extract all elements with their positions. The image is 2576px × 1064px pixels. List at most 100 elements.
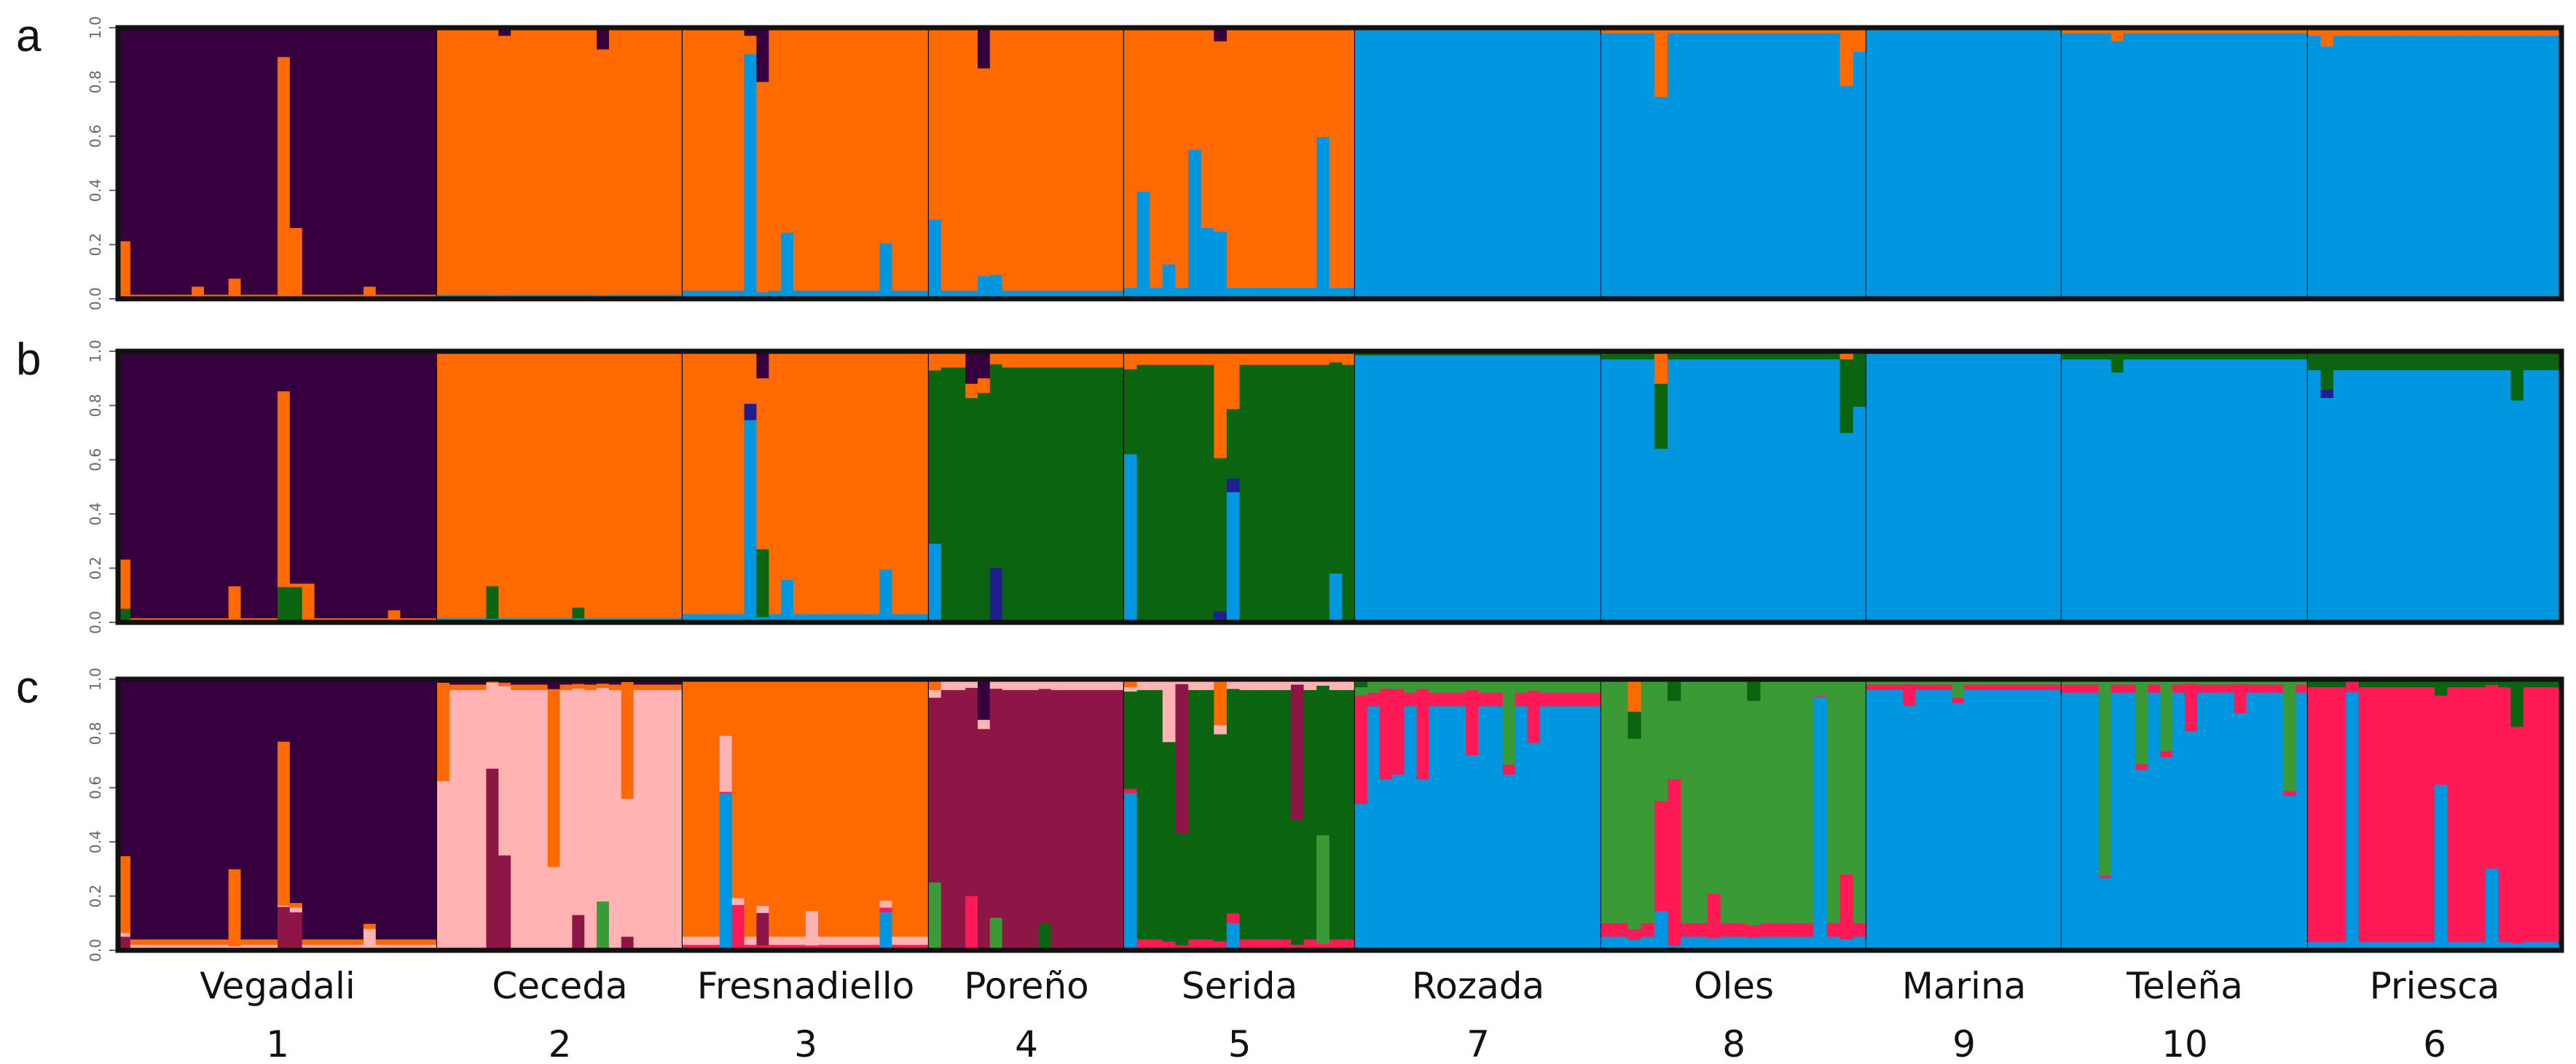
bar-segment-orange — [1329, 28, 1343, 289]
bar-segment-dkgreen — [1760, 351, 1775, 360]
bar-segment-blue — [1552, 355, 1565, 623]
bar-segment-red — [2037, 684, 2050, 691]
bar-segment-dkgreen — [2473, 351, 2486, 371]
bar-segment-pink — [1342, 679, 1356, 691]
bar-segment-pink — [339, 944, 352, 951]
bar-segment-red — [2409, 687, 2423, 943]
bar-segment-blue — [1589, 706, 1602, 951]
bar-segment-orange — [522, 28, 536, 295]
bar-segment-orange — [2548, 28, 2562, 36]
bar-segment-orange — [118, 559, 131, 609]
bar-segment-blue — [2459, 942, 2473, 951]
bar-segment-blue — [769, 290, 782, 300]
bar-segment-blue — [2123, 359, 2136, 623]
bar-segment-blue — [2160, 756, 2173, 951]
bar-segment-blue — [719, 614, 733, 623]
bar-segment-orange — [326, 939, 339, 945]
bar-segment-orange — [633, 684, 647, 691]
bar-segment-blue — [1939, 353, 1952, 623]
bar-segment-green — [2258, 679, 2271, 685]
bar-segment-purple — [142, 679, 156, 940]
bar-segment-orange — [719, 351, 733, 615]
bar-segment-blue — [1564, 355, 1577, 623]
bar-segment-red — [1760, 923, 1775, 937]
bar-segment-red — [2025, 684, 2038, 691]
bar-segment-orange — [461, 684, 475, 691]
bar-segment-orange — [1239, 351, 1253, 365]
bar-segment-dkgreen — [2422, 679, 2435, 688]
bar-segment-dkgreen — [289, 587, 303, 623]
bar-segment-orange — [2536, 28, 2550, 36]
bar-segment-maroon — [1087, 689, 1101, 951]
bar-segment-dkgreen — [1051, 367, 1064, 623]
bar-segment-dkgreen — [1316, 685, 1330, 836]
bar-segment-purple — [289, 679, 303, 904]
bar-segment-red — [892, 944, 905, 951]
bar-segment-purple — [216, 679, 229, 940]
bar-segment-orange — [216, 939, 229, 945]
bar-segment-dkgreen — [1188, 364, 1202, 623]
bar-segment-blue — [806, 614, 819, 623]
bar-segment-blue — [1502, 355, 1516, 623]
bar-segment-red — [1316, 944, 1330, 951]
bar-segment-orange — [633, 351, 647, 619]
bar-segment-blue — [1853, 936, 1867, 951]
bar-segment-purple — [400, 679, 413, 940]
bar-segment-blue — [2498, 36, 2511, 300]
bar-segment-blue — [1866, 30, 1880, 300]
bar-segment-red — [1601, 923, 1615, 937]
bar-segment-orange — [1038, 28, 1052, 292]
bar-segment-pink — [522, 689, 536, 951]
bar-segment-orange — [855, 28, 868, 292]
bar-segment-orange — [904, 28, 917, 292]
bar-segment-blue — [1490, 355, 1504, 623]
bar-segment-orange — [904, 351, 917, 615]
bar-segment-red — [694, 944, 708, 951]
bar-segment-orange — [474, 28, 487, 295]
bar-segment-blue — [1026, 290, 1040, 300]
bar-segment-purple — [412, 679, 425, 940]
bar-segment-dkgreen — [2234, 351, 2247, 360]
bar-segment-blue — [2473, 36, 2486, 300]
bar-segment-maroon — [118, 936, 131, 951]
bar-segment-dkgreen — [1226, 689, 1241, 914]
bar-segment-blue — [1786, 33, 1801, 300]
bar-segment-orange — [1124, 679, 1138, 688]
bar-segment-dkgreen — [2196, 351, 2210, 360]
bar-segment-blue — [1502, 774, 1516, 951]
bar-segment-blue — [1826, 33, 1841, 300]
bar-segment-orange — [375, 939, 389, 945]
bar-segment-dkgreen — [2435, 679, 2448, 696]
bar-segment-maroon — [498, 855, 511, 951]
bar-segment-blue — [1564, 30, 1577, 300]
bar-segment-dkgreen — [2258, 351, 2271, 360]
bar-segment-dkgreen — [1278, 364, 1292, 623]
bar-segment-red — [1379, 689, 1393, 781]
bar-segment-green — [2283, 679, 2296, 791]
bar-segment-orange — [781, 28, 794, 233]
bar-segment-orange — [608, 684, 622, 691]
bar-segment-blue — [2172, 359, 2186, 623]
bar-segment-orange — [670, 28, 683, 295]
bar-segment-pink — [572, 688, 585, 916]
bar-segment-pink — [670, 689, 683, 951]
bar-segment-orange — [1252, 351, 1266, 365]
bar-segment-orange — [621, 351, 635, 619]
bar-segment-blue — [2013, 30, 2026, 300]
bar-segment-orange — [351, 939, 364, 945]
bar-segment-green — [2013, 679, 2026, 685]
bar-segment-dkgreen — [2358, 679, 2372, 688]
bar-segment-pink — [806, 911, 819, 946]
bar-segment-blue — [989, 275, 1003, 300]
bar-segment-purple — [326, 679, 339, 940]
bar-segment-blue — [793, 290, 806, 300]
bar-segment-dkgreen — [1614, 351, 1628, 360]
bar-segment-orange — [683, 679, 696, 937]
bar-segment-blue — [1890, 689, 1904, 951]
bar-segment-blue — [1760, 936, 1775, 951]
bar-segment-blue — [879, 243, 892, 300]
bar-segment-red — [904, 944, 917, 951]
bar-segment-purple — [633, 679, 647, 685]
bar-segment-pink — [769, 936, 782, 945]
bar-segment-blue — [2086, 359, 2100, 623]
